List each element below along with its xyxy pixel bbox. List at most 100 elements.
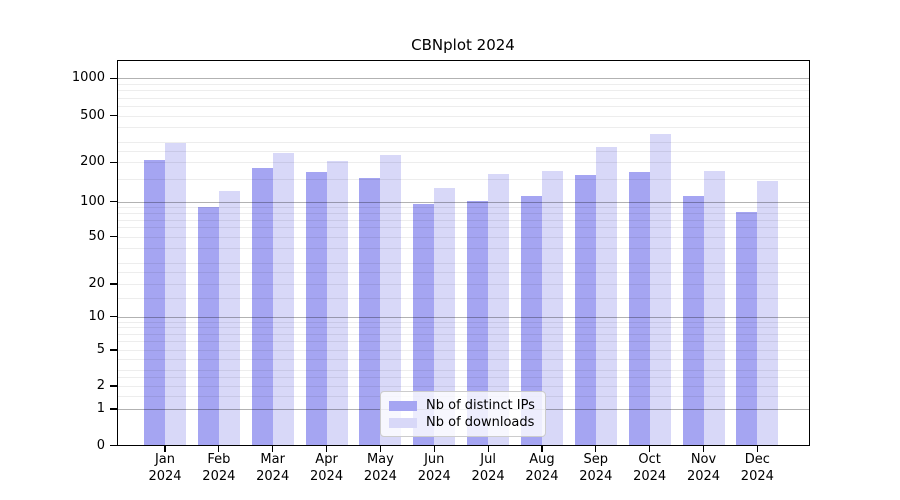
gridline-minor-900 — [117, 83, 810, 85]
x-tick-label-sep: Sep 2024 — [564, 452, 628, 485]
gridline-minor-800 — [117, 90, 810, 92]
x-tick-year: 2024 — [686, 468, 721, 484]
x-tick-month: Mar — [260, 452, 285, 467]
x-tick-label-apr: Apr 2024 — [295, 452, 359, 485]
gridline-minor-25 — [117, 272, 810, 274]
x-tick-label-jul: Jul 2024 — [456, 452, 520, 485]
x-tick-label-may: May 2024 — [348, 452, 412, 485]
bar-distinct-ips-sep — [574, 174, 596, 446]
bar-downloads-jul — [488, 173, 510, 446]
gridline-minor-5 — [117, 350, 810, 351]
x-tick-month: Jul — [480, 452, 496, 467]
bar-downloads-jan — [165, 143, 186, 446]
gridline-minor-20 — [117, 284, 810, 285]
bar-downloads-nov — [703, 171, 725, 446]
y-tick-label-1000: 1000 — [71, 70, 105, 86]
x-axis-tick-mark-mar — [272, 445, 274, 452]
bar-distinct-ips-aug — [520, 196, 542, 446]
x-axis-tick-mark-sep — [595, 445, 597, 452]
legend-row-downloads: Nb of downloads — [389, 415, 537, 430]
y-tick-label-10: 10 — [88, 308, 105, 324]
bar-downloads-mar — [272, 153, 294, 446]
bar-downloads-jun — [434, 188, 456, 446]
x-tick-year: 2024 — [417, 468, 451, 484]
x-tick-month: Jun — [424, 452, 445, 467]
bar-distinct-ips-mar — [251, 167, 273, 446]
gridline-minor-30 — [117, 263, 810, 265]
gridline-minor-400 — [117, 127, 810, 129]
x-tick-label-aug: Aug 2024 — [510, 452, 574, 485]
legend-swatch-distinct-ips — [389, 400, 417, 411]
x-tick-year: 2024 — [202, 468, 236, 484]
x-tick-year: 2024 — [471, 468, 505, 484]
x-tick-label-jan: Jan 2024 — [133, 452, 197, 485]
x-tick-month: Oct — [638, 452, 661, 467]
x-tick-month: Feb — [207, 452, 231, 467]
gridline-minor-300 — [117, 141, 810, 143]
x-tick-month: Sep — [583, 452, 609, 467]
x-tick-month: May — [366, 452, 394, 467]
x-tick-label-dec: Dec 2024 — [725, 452, 789, 485]
gridline-minor-600 — [117, 105, 810, 107]
x-axis-tick-mark-feb — [218, 445, 220, 452]
gridline-minor-150 — [117, 178, 810, 180]
x-axis-tick-mark-aug — [541, 445, 543, 452]
legend-row-distinct-ips: Nb of distinct IPs — [389, 398, 537, 413]
x-tick-label-nov: Nov 2024 — [672, 452, 736, 485]
x-tick-month: Jan — [154, 452, 176, 467]
gridline-major-100 — [117, 201, 810, 203]
y-axis-tick-mark-5 — [110, 349, 117, 351]
bar-distinct-ips-jul — [467, 200, 489, 446]
y-tick-label-200: 200 — [80, 154, 105, 170]
x-tick-year: 2024 — [525, 468, 559, 484]
gridline-minor-3 — [117, 370, 810, 372]
gridline-minor-50 — [117, 236, 810, 238]
y-tick-label-50: 50 — [88, 228, 105, 244]
x-tick-label-jun: Jun 2024 — [402, 452, 466, 485]
x-axis-tick-mark-dec — [756, 445, 758, 452]
y-axis-tick-mark-1 — [110, 408, 117, 410]
x-tick-label-oct: Oct 2024 — [618, 452, 682, 485]
bar-downloads-apr — [326, 161, 348, 446]
gridline-minor-250 — [117, 150, 810, 152]
x-tick-month: Aug — [529, 452, 555, 467]
bar-distinct-ips-dec — [736, 211, 758, 446]
gridline-minor-40 — [117, 248, 810, 250]
x-tick-year: 2024 — [148, 468, 182, 484]
x-tick-year: 2024 — [740, 468, 774, 484]
x-tick-year: 2024 — [579, 468, 613, 484]
x-axis-tick-mark-jan — [164, 445, 166, 452]
y-tick-label-500: 500 — [80, 107, 105, 123]
y-axis-tick-mark-2 — [110, 385, 117, 387]
bar-distinct-ips-apr — [305, 171, 327, 446]
bar-distinct-ips-oct — [628, 171, 650, 446]
bar-distinct-ips-jun — [413, 204, 435, 446]
gridline-major-1000 — [117, 78, 810, 80]
x-axis-tick-mark-nov — [702, 445, 705, 452]
bar-downloads-may — [380, 155, 402, 446]
y-tick-label-1: 1 — [96, 401, 105, 416]
x-axis-tick-mark-may — [379, 445, 381, 452]
gridline-minor-6 — [117, 341, 810, 343]
gridline-major-10 — [117, 316, 810, 318]
y-tick-label-20: 20 — [88, 276, 105, 291]
x-tick-label-mar: Mar 2024 — [241, 452, 305, 485]
y-axis-tick-mark-200 — [110, 161, 117, 163]
x-tick-label-feb: Feb 2024 — [187, 452, 251, 485]
y-axis-tick-mark-100 — [110, 201, 117, 203]
gridline-minor-2.5 — [117, 377, 810, 379]
y-axis-tick-mark-50 — [110, 236, 117, 238]
bar-distinct-ips-feb — [197, 207, 219, 446]
gridline-minor-4 — [117, 358, 810, 360]
x-tick-year: 2024 — [256, 468, 290, 484]
y-tick-label-5: 5 — [96, 342, 105, 357]
bar-distinct-ips-nov — [682, 196, 704, 446]
x-tick-year: 2024 — [310, 468, 344, 484]
y-axis-tick-mark-1000 — [110, 77, 117, 79]
x-tick-month: Apr — [315, 452, 338, 467]
gridline-minor-80 — [117, 212, 810, 214]
x-axis-tick-mark-oct — [649, 445, 651, 452]
y-axis-tick-mark-10 — [110, 316, 117, 318]
x-tick-year: 2024 — [363, 468, 397, 484]
